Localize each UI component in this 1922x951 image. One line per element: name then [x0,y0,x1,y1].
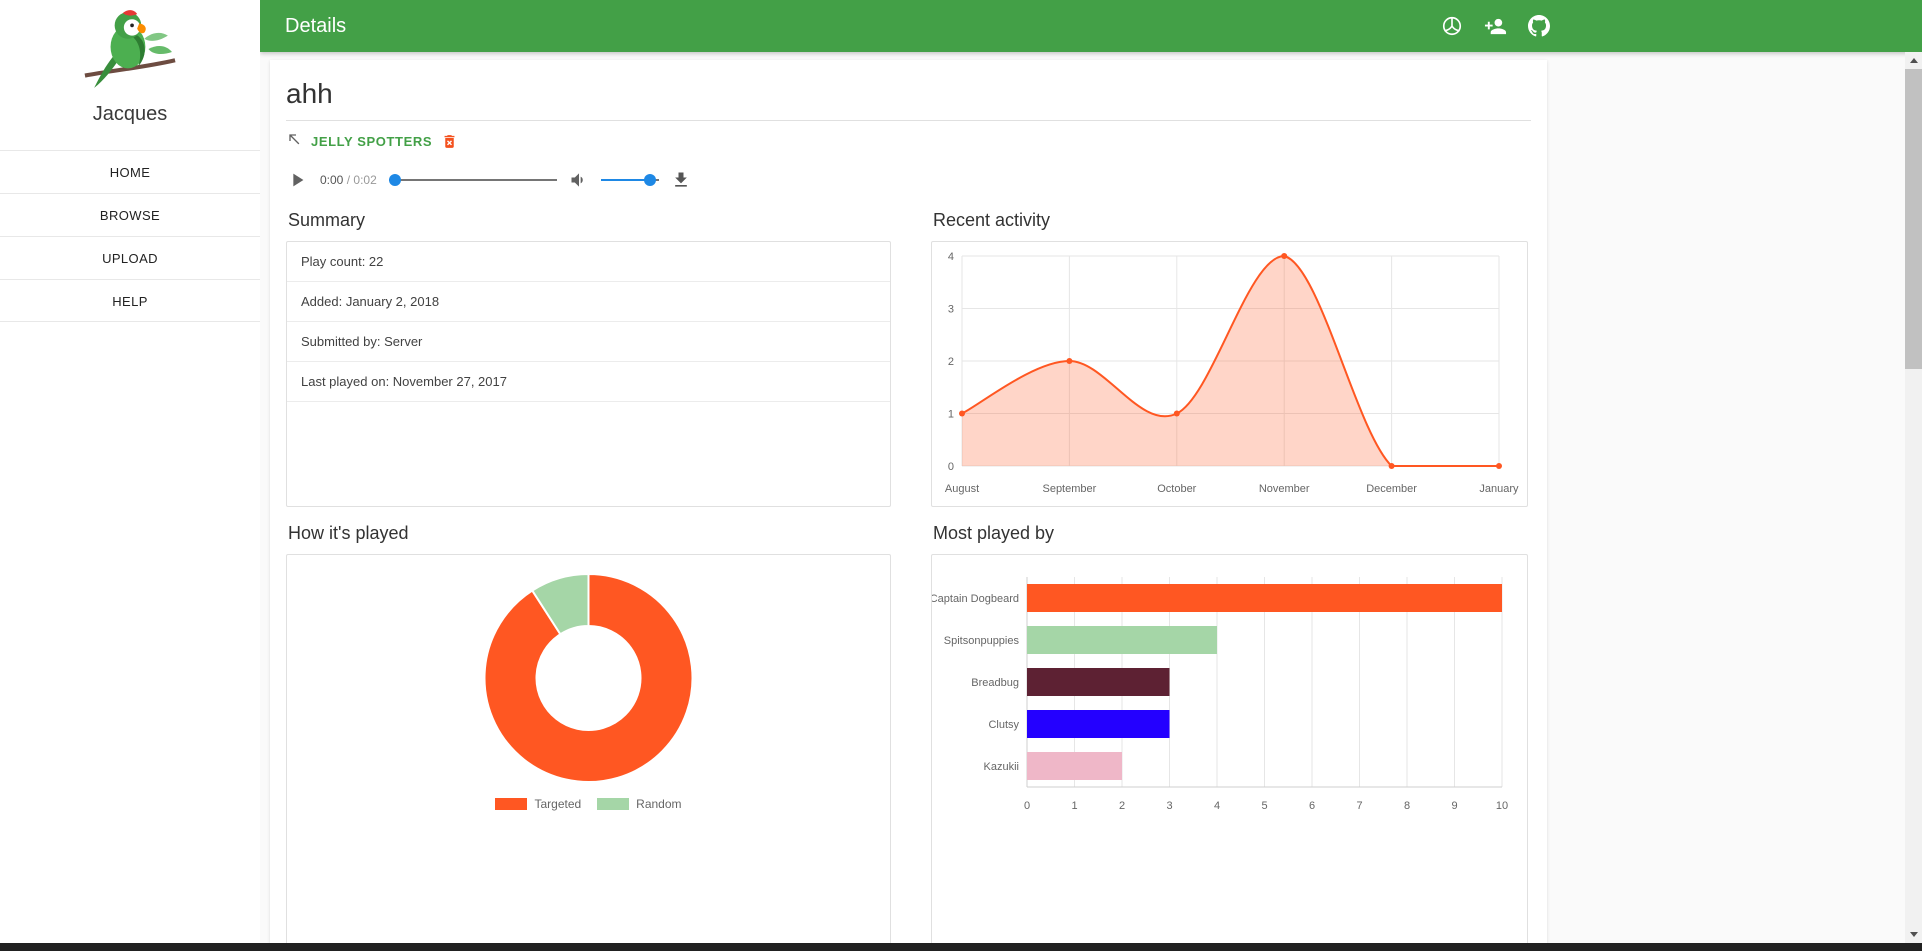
detail-card: ahh JELLY SPOTTERS 0:00 / 0:02 [270,60,1547,943]
sidebar-nav: HOME BROWSE UPLOAD HELP [0,150,260,322]
svg-text:2: 2 [1119,800,1125,812]
svg-text:Breadbug: Breadbug [971,677,1019,689]
legend-swatch [495,798,528,810]
legend-item-random[interactable]: Random [597,797,682,811]
parrot-logo-image [84,10,176,88]
svg-text:0: 0 [1024,800,1030,812]
northwest-arrow-icon [286,131,302,152]
svg-text:November: November [1259,483,1310,495]
volume-slider[interactable] [600,174,659,186]
svg-text:8: 8 [1404,800,1410,812]
pack-row: JELLY SPOTTERS [286,130,1531,152]
svg-text:10: 10 [1496,800,1508,812]
legend-swatch [597,798,630,810]
app-name: Jacques [92,103,168,125]
svg-text:Spitsonpuppies: Spitsonpuppies [944,635,1020,647]
page-title: Details [285,14,347,37]
recent-activity-heading: Recent activity [933,210,1051,230]
svg-text:1: 1 [948,409,954,421]
legend-label: Random [636,797,682,811]
parrot-logo [75,8,185,99]
svg-text:January: January [1479,483,1519,495]
summary-row: Added: January 2, 2018 [287,282,890,322]
topbar: Details [260,0,1922,52]
summary-panel: Play count: 22 Added: January 2, 2018 Subm… [286,241,891,507]
sections-grid: Summary Play count: 22 Added: January 2, … [286,208,1531,943]
svg-text:6: 6 [1309,800,1315,812]
svg-text:August: August [945,483,979,495]
topbar-icons [1441,0,1550,52]
svg-text:December: December [1366,483,1417,495]
summary-row: Submitted by: Server [287,322,890,362]
sound-title: ahh [286,78,333,109]
audio-player: 0:00 / 0:02 [286,162,1531,198]
svg-text:1: 1 [1071,800,1077,812]
pack-link[interactable]: JELLY SPOTTERS [311,133,433,149]
svg-text:3: 3 [948,304,954,316]
scroll-up-button[interactable] [1905,52,1922,69]
recent-activity-panel: 0 1 2 3 4 August September October November Decem… [931,241,1528,507]
play-button[interactable] [286,169,308,191]
summary-row: Play count: 22 [287,242,890,282]
how-played-heading: How it's played [288,523,409,543]
sidebar-item-browse[interactable]: BROWSE [0,193,260,236]
how-played-chart [483,572,694,783]
how-played-panel: Targeted Random [286,554,891,943]
volume-icon[interactable] [569,170,589,190]
github-icon[interactable] [1528,15,1550,37]
bottom-scrollbar[interactable] [0,943,1922,951]
summary-heading: Summary [288,210,366,230]
most-played-panel: 0 1 2 3 4 5 6 7 8 9 10 Captain Dogbeard Spitsonpuppi… [931,554,1528,943]
sidebar: Jacques HOME BROWSE UPLOAD HELP [0,0,260,951]
svg-text:9: 9 [1451,800,1457,812]
svg-text:7: 7 [1356,800,1362,812]
main-content: ahh JELLY SPOTTERS 0:00 / 0:02 [260,52,1905,943]
svg-text:Captain Dogbeard: Captain Dogbeard [932,593,1019,605]
title-divider [286,120,1531,121]
recent-activity-section: Recent activity 0 1 2 3 4 August September Octo… [931,208,1528,507]
legend-item-targeted[interactable]: Targeted [495,797,581,811]
svg-text:4: 4 [1214,800,1220,812]
most-played-chart: 0 1 2 3 4 5 6 7 8 9 10 Captain Dogbeard Spitsonpuppi… [932,577,1508,812]
donut-legend: Targeted Random [495,797,682,811]
svg-text:3: 3 [1166,800,1172,812]
legend-label: Targeted [534,797,582,811]
sidebar-item-help[interactable]: HELP [0,279,260,322]
summary-row: Last played on: November 27, 2017 [287,362,890,402]
vertical-scrollbar[interactable] [1905,52,1922,943]
most-played-heading: Most played by [933,523,1055,543]
scroll-down-button[interactable] [1905,926,1922,943]
time-display: 0:00 / 0:02 [320,173,377,187]
sidebar-item-upload[interactable]: UPLOAD [0,236,260,279]
delete-icon[interactable] [441,133,458,150]
svg-text:September: September [1042,483,1096,495]
recent-activity-chart: 0 1 2 3 4 August September October November Decem… [945,251,1519,495]
svg-text:4: 4 [948,251,954,263]
svg-text:October: October [1157,483,1196,495]
person-add-icon[interactable] [1484,15,1507,38]
how-played-section: How it's played Targeted Random [286,521,891,943]
svg-text:0: 0 [948,461,954,473]
volleyball-icon[interactable] [1441,15,1463,37]
svg-text:5: 5 [1261,800,1267,812]
svg-text:2: 2 [948,356,954,368]
download-icon[interactable] [671,170,691,190]
svg-text:Clutsy: Clutsy [988,719,1019,731]
svg-text:Kazukii: Kazukii [984,761,1019,773]
summary-section: Summary Play count: 22 Added: January 2, … [286,208,891,507]
most-played-section: Most played by 0 1 2 3 4 5 6 7 8 9 10 Captain Dogbe… [931,521,1528,943]
vertical-scrollbar-thumb[interactable] [1905,69,1922,369]
seek-slider[interactable] [388,174,557,186]
sidebar-item-home[interactable]: HOME [0,150,260,193]
